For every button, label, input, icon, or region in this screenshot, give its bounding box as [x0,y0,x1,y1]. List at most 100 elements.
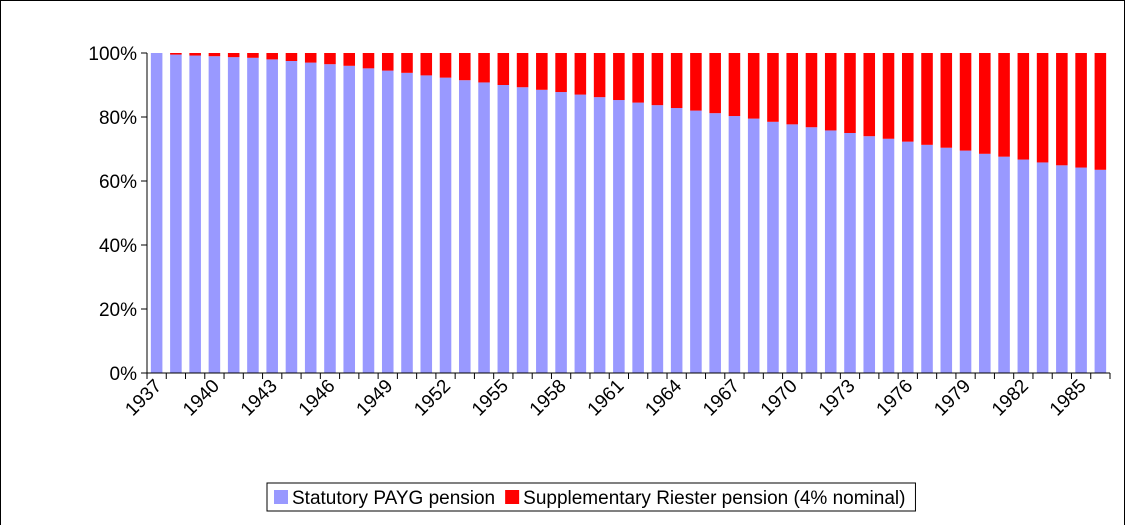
bar-segment [1017,159,1030,373]
bar-segment [979,153,991,373]
bar-segment [497,85,510,373]
bar-segment [651,105,664,373]
bar-segment [1056,165,1068,373]
bar-segment [574,53,587,95]
bar-segment [324,53,336,65]
bar-segment [632,102,644,373]
bar-segment [728,53,741,117]
bar-segment [863,136,876,373]
bar-segment [304,53,317,63]
bar-segment [208,56,221,373]
bar-segment [304,62,317,373]
bar-segment [362,68,375,374]
bar-segment [979,53,991,154]
y-tick-label: 100% [88,44,137,65]
bar-segment [940,147,953,373]
bar-segment [1036,162,1049,373]
bar-segment [844,53,856,133]
bar-segment [536,89,548,374]
bar-segment [1017,53,1030,160]
y-tick-label: 20% [99,300,137,321]
bar-segment [690,53,702,111]
bar-segment [189,55,201,374]
legend: Statutory PAYG pension Supplementary Ries… [266,482,916,512]
bar-segment [805,53,818,128]
y-tick-label: 0% [110,364,138,385]
bar-segment [208,53,221,57]
bar-segment [613,100,625,373]
bar-segment [1094,169,1107,373]
bar-segment [362,53,375,69]
bar-segment [593,53,606,98]
bar-segment [285,61,298,373]
bar-segment [632,53,644,103]
bar-segment [478,82,490,373]
legend-label: Supplementary Riester pension (4% nomina… [523,488,905,509]
bar-segment [247,57,259,374]
bar-segment [709,53,721,114]
bar-segment [516,53,529,88]
y-tick-label: 40% [99,236,137,257]
bar-segment [824,130,837,373]
bar-segment [805,127,818,374]
bar-segment [1075,167,1087,373]
legend-swatch [274,490,288,504]
bar-segment [670,53,683,109]
bar-segment [786,53,798,125]
bar-segment [324,64,336,373]
bar-segment [150,53,163,373]
bar-segment [1036,53,1049,163]
bar-segment [420,53,433,76]
bar-segment [613,53,625,101]
bar-segment [998,53,1010,157]
bar-segment [478,53,490,83]
bar-segment [767,121,779,373]
bar-segment [670,108,683,373]
bar-segment [728,116,741,373]
bar-segment [439,53,452,78]
legend-box [266,482,916,512]
bar-segment [921,144,933,373]
bar-segment [189,53,201,56]
bar-segment [651,53,664,106]
bar-segment [247,53,259,58]
bar-segment [381,53,394,71]
bar-segment [170,53,182,55]
bar-segment [170,54,182,373]
bar-segment [343,53,356,66]
bar-segment [1056,53,1068,166]
bar-segment [824,53,837,131]
bar-segment [285,53,298,61]
bar-segment [1094,53,1107,170]
bar-segment [420,75,433,374]
bar-segment [555,92,567,373]
bar-segment [882,138,895,373]
bar-segment [863,53,876,137]
bar-segment [459,53,471,81]
bar-segment [439,77,452,373]
bar-segment [747,53,760,119]
bar-segment [709,113,721,373]
bar-segment [401,53,413,73]
bar-segment [767,53,779,122]
bar-segment [227,53,240,58]
legend-swatch [505,490,520,504]
bar-segment [593,97,606,373]
bar-segment [690,110,702,373]
bar-segment [959,53,972,151]
y-tick-label: 80% [99,108,137,129]
bar-segment [901,53,914,142]
bar-segment [266,53,278,60]
legend-label: Statutory PAYG pension [292,488,495,509]
bar-segment [536,53,548,90]
bar-segment [844,133,856,373]
bar-segment [266,59,278,374]
y-tick-label: 60% [99,172,137,193]
bar-segment [497,53,510,85]
bar-segment [959,150,972,373]
bar-segment [574,94,587,373]
bar-segment [343,65,356,374]
bar-segment [940,53,953,148]
bar-segment [1075,53,1087,168]
